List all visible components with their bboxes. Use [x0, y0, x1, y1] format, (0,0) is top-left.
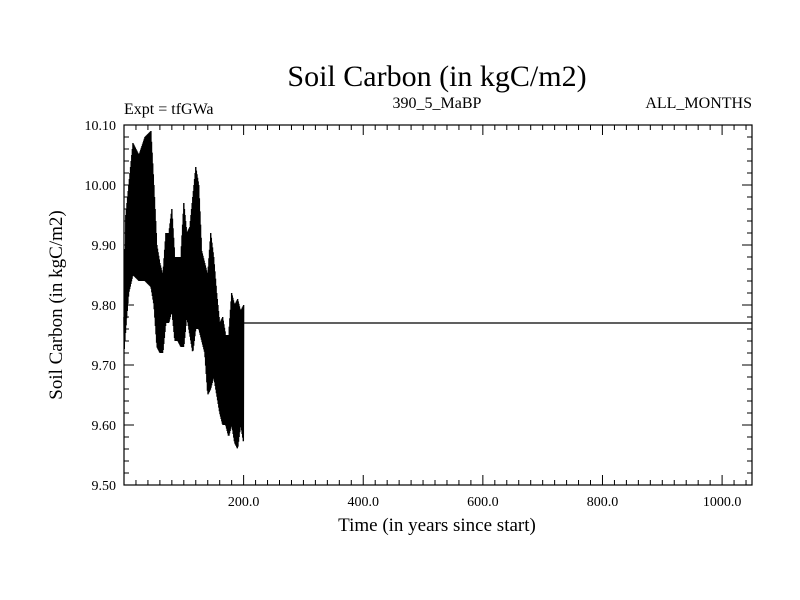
months-label: ALL_MONTHS: [645, 95, 752, 112]
y-tick-label: 10.00: [85, 179, 117, 194]
y-tick-label: 10.10: [85, 119, 117, 134]
x-tick-label: 800.0: [587, 495, 619, 510]
y-tick-label: 9.80: [92, 299, 117, 314]
experiment-label: Expt = tfGWa: [124, 101, 214, 118]
tick-layer: 200.0 400.0 600.0 800.0 1000.0 9.50 9.60 9.70 9.…: [85, 119, 752, 510]
x-tick-label: 200.0: [228, 495, 260, 510]
period-label: 390_5_MaBP: [393, 95, 482, 112]
x-axis-label: Time (in years since start): [338, 515, 536, 536]
y-tick-label: 9.90: [92, 239, 117, 254]
x-tick-label: 600.0: [467, 495, 499, 510]
series-layer: [123, 130, 752, 449]
x-tick-label: 1000.0: [703, 495, 742, 510]
chart-title: Soil Carbon (in kgC/m2): [287, 60, 586, 93]
soil-carbon-oscillating-series: [123, 130, 245, 449]
x-tick-label: 400.0: [347, 495, 379, 510]
y-axis-label: Soil Carbon (in kgC/m2): [46, 210, 67, 399]
y-tick-label: 9.70: [92, 359, 117, 374]
y-tick-label: 9.50: [92, 479, 117, 494]
y-tick-label: 9.60: [92, 419, 117, 434]
